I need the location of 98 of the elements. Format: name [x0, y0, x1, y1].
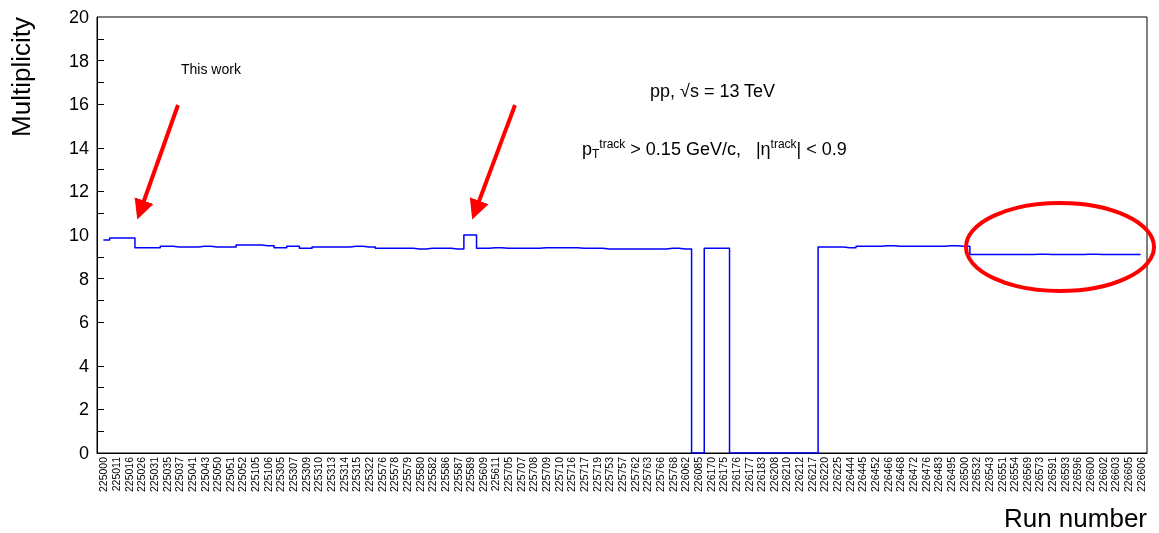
x-tick-label: 225580	[413, 456, 426, 493]
x-tick-label: 225313	[325, 456, 338, 493]
x-tick-label: 225031	[147, 456, 160, 493]
y-tick-label: 4	[78, 355, 89, 376]
x-tick-label: 226543	[982, 456, 995, 493]
annotation: This work	[181, 61, 242, 77]
x-tick-label: 226217	[805, 456, 818, 493]
x-tick-label: 225586	[438, 456, 451, 493]
x-tick-label: 226177	[742, 456, 755, 493]
x-tick-label: 226606	[1134, 456, 1147, 493]
x-tick-label: 226495	[944, 456, 957, 493]
x-tick-label: 225105	[249, 456, 262, 493]
x-tick-label: 226500	[957, 456, 970, 493]
x-tick-label: 225708	[527, 456, 540, 493]
x-tick-label: 225609	[476, 456, 489, 493]
x-tick-label: 225763	[641, 456, 654, 493]
x-tick-label: 225766	[653, 456, 666, 493]
x-tick-label: 225705	[502, 456, 515, 493]
x-tick-label: 226175	[717, 456, 730, 493]
x-tick-label: 226483	[932, 456, 945, 493]
x-tick-label: 225026	[135, 456, 148, 493]
y-tick-label: 10	[68, 225, 89, 245]
x-tick-label: 226445	[856, 456, 869, 493]
x-tick-label: 225753	[603, 456, 616, 493]
x-tick-label: 225716	[565, 456, 578, 493]
x-tick-label: 226476	[919, 456, 932, 493]
x-tick-label: 225762	[628, 456, 641, 493]
y-tick-label: 12	[68, 181, 89, 202]
x-tick-label: 226468	[894, 456, 907, 493]
x-tick-label: 225035	[160, 456, 173, 493]
x-tick-label: 225589	[464, 456, 477, 493]
x-tick-label: 225307	[287, 456, 300, 493]
x-tick-label: 225051	[223, 456, 236, 493]
x-tick-label: 226573	[1033, 456, 1046, 493]
x-tick-label: 225315	[350, 456, 363, 493]
x-tick-label: 225000	[97, 456, 110, 493]
x-tick-label: 226062	[679, 456, 692, 493]
x-axis-title: Run number	[1003, 503, 1148, 533]
x-tick-label: 225314	[337, 456, 350, 493]
y-tick-label: 0	[78, 443, 89, 463]
x-tick-label: 225011	[109, 456, 122, 492]
x-tick-label: 225717	[578, 456, 591, 493]
y-tick-label: 20	[68, 7, 89, 27]
x-tick-label: 225052	[236, 456, 249, 493]
x-tick-label: 226593	[1058, 456, 1071, 493]
x-tick-label: 225710	[552, 456, 565, 493]
x-tick-label: 225309	[299, 456, 312, 493]
x-tick-label: 225305	[274, 456, 287, 493]
x-tick-label: 226591	[1046, 456, 1059, 493]
x-tick-label: 226085	[691, 456, 704, 493]
x-tick-label: 226210	[780, 456, 793, 493]
x-tick-label: 225310	[312, 456, 325, 493]
y-tick-label: 8	[78, 268, 89, 289]
x-tick-label: 225587	[451, 456, 464, 493]
x-tick-label: 226466	[881, 456, 894, 493]
x-tick-label: 225582	[426, 456, 439, 493]
x-tick-label: 226170	[704, 456, 717, 493]
x-tick-label: 226208	[767, 456, 780, 493]
x-tick-label: 225043	[198, 456, 211, 493]
x-tick-label: 226602	[1096, 456, 1109, 493]
x-tick-label: 226554	[1008, 456, 1021, 493]
y-axis-title: Multiplicity	[6, 17, 36, 137]
x-tick-label: 225322	[362, 456, 375, 493]
x-tick-label: 225050	[211, 456, 224, 493]
y-tick-label: 14	[68, 137, 89, 158]
x-tick-label: 226212	[793, 456, 806, 493]
x-tick-label: 226220	[818, 456, 831, 493]
x-tick-label: 226605	[1122, 456, 1135, 493]
x-tick-label: 226225	[831, 456, 844, 493]
y-tick-label: 6	[78, 312, 89, 333]
x-tick-label: 225579	[400, 456, 413, 493]
y-tick-label: 2	[78, 399, 89, 420]
x-tick-label: 225578	[388, 456, 401, 493]
x-tick-label: 225768	[666, 456, 679, 493]
y-tick-label: 18	[68, 50, 89, 71]
x-tick-label: 226444	[843, 456, 856, 493]
annotation: pp, √s = 13 TeV	[650, 81, 776, 101]
x-tick-label: 225106	[261, 456, 274, 493]
x-tick-label: 225041	[185, 456, 198, 493]
x-tick-label: 226596	[1071, 456, 1084, 493]
x-tick-label: 225611	[489, 456, 502, 492]
x-tick-label: 226569	[1020, 456, 1033, 493]
x-tick-label: 225576	[375, 456, 388, 493]
x-tick-label: 226603	[1109, 456, 1122, 493]
x-tick-label: 226183	[755, 456, 768, 493]
x-tick-label: 226472	[906, 456, 919, 493]
x-tick-label: 225016	[122, 456, 135, 493]
x-tick-label: 226176	[729, 456, 742, 493]
x-tick-label: 225757	[616, 456, 628, 493]
x-tick-label: 225709	[540, 456, 553, 493]
x-tick-label: 225719	[590, 456, 603, 493]
x-tick-label: 226600	[1084, 456, 1097, 493]
x-tick-label: 226452	[869, 456, 882, 493]
x-tick-label: 225707	[514, 456, 527, 493]
x-tick-label: 225037	[173, 456, 186, 493]
x-tick-label: 226532	[970, 456, 983, 493]
x-tick-label: 226551	[995, 456, 1008, 493]
y-tick-label: 16	[68, 94, 89, 115]
